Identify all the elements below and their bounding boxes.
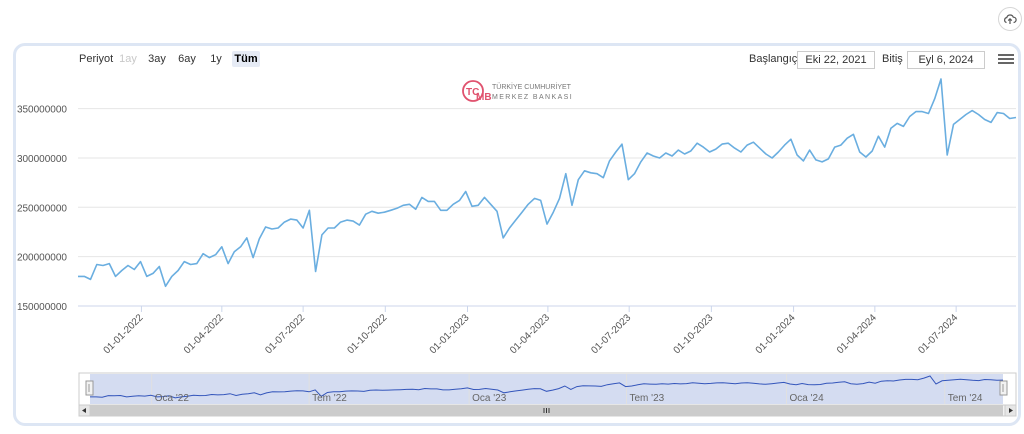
end-date-input[interactable]: Eyl 6, 2024 xyxy=(907,51,985,69)
start-date-label: Başlangıç xyxy=(749,53,798,65)
cloud-upload-icon xyxy=(1004,14,1017,24)
hamburger-menu-icon[interactable] xyxy=(998,52,1014,66)
upload-button[interactable] xyxy=(998,7,1022,31)
end-date-label: Bitiş xyxy=(882,53,903,65)
range-button-all[interactable]: Tüm xyxy=(232,51,260,67)
range-button-1y[interactable]: 1y xyxy=(210,53,222,65)
chart-card xyxy=(13,43,1021,426)
range-button-3ay[interactable]: 3ay xyxy=(148,53,166,65)
period-label: Periyot xyxy=(79,53,114,65)
range-button-1ay[interactable]: 1ay xyxy=(119,53,137,65)
range-button-6ay[interactable]: 6ay xyxy=(178,53,196,65)
start-date-input[interactable]: Eki 22, 2021 xyxy=(797,51,875,69)
